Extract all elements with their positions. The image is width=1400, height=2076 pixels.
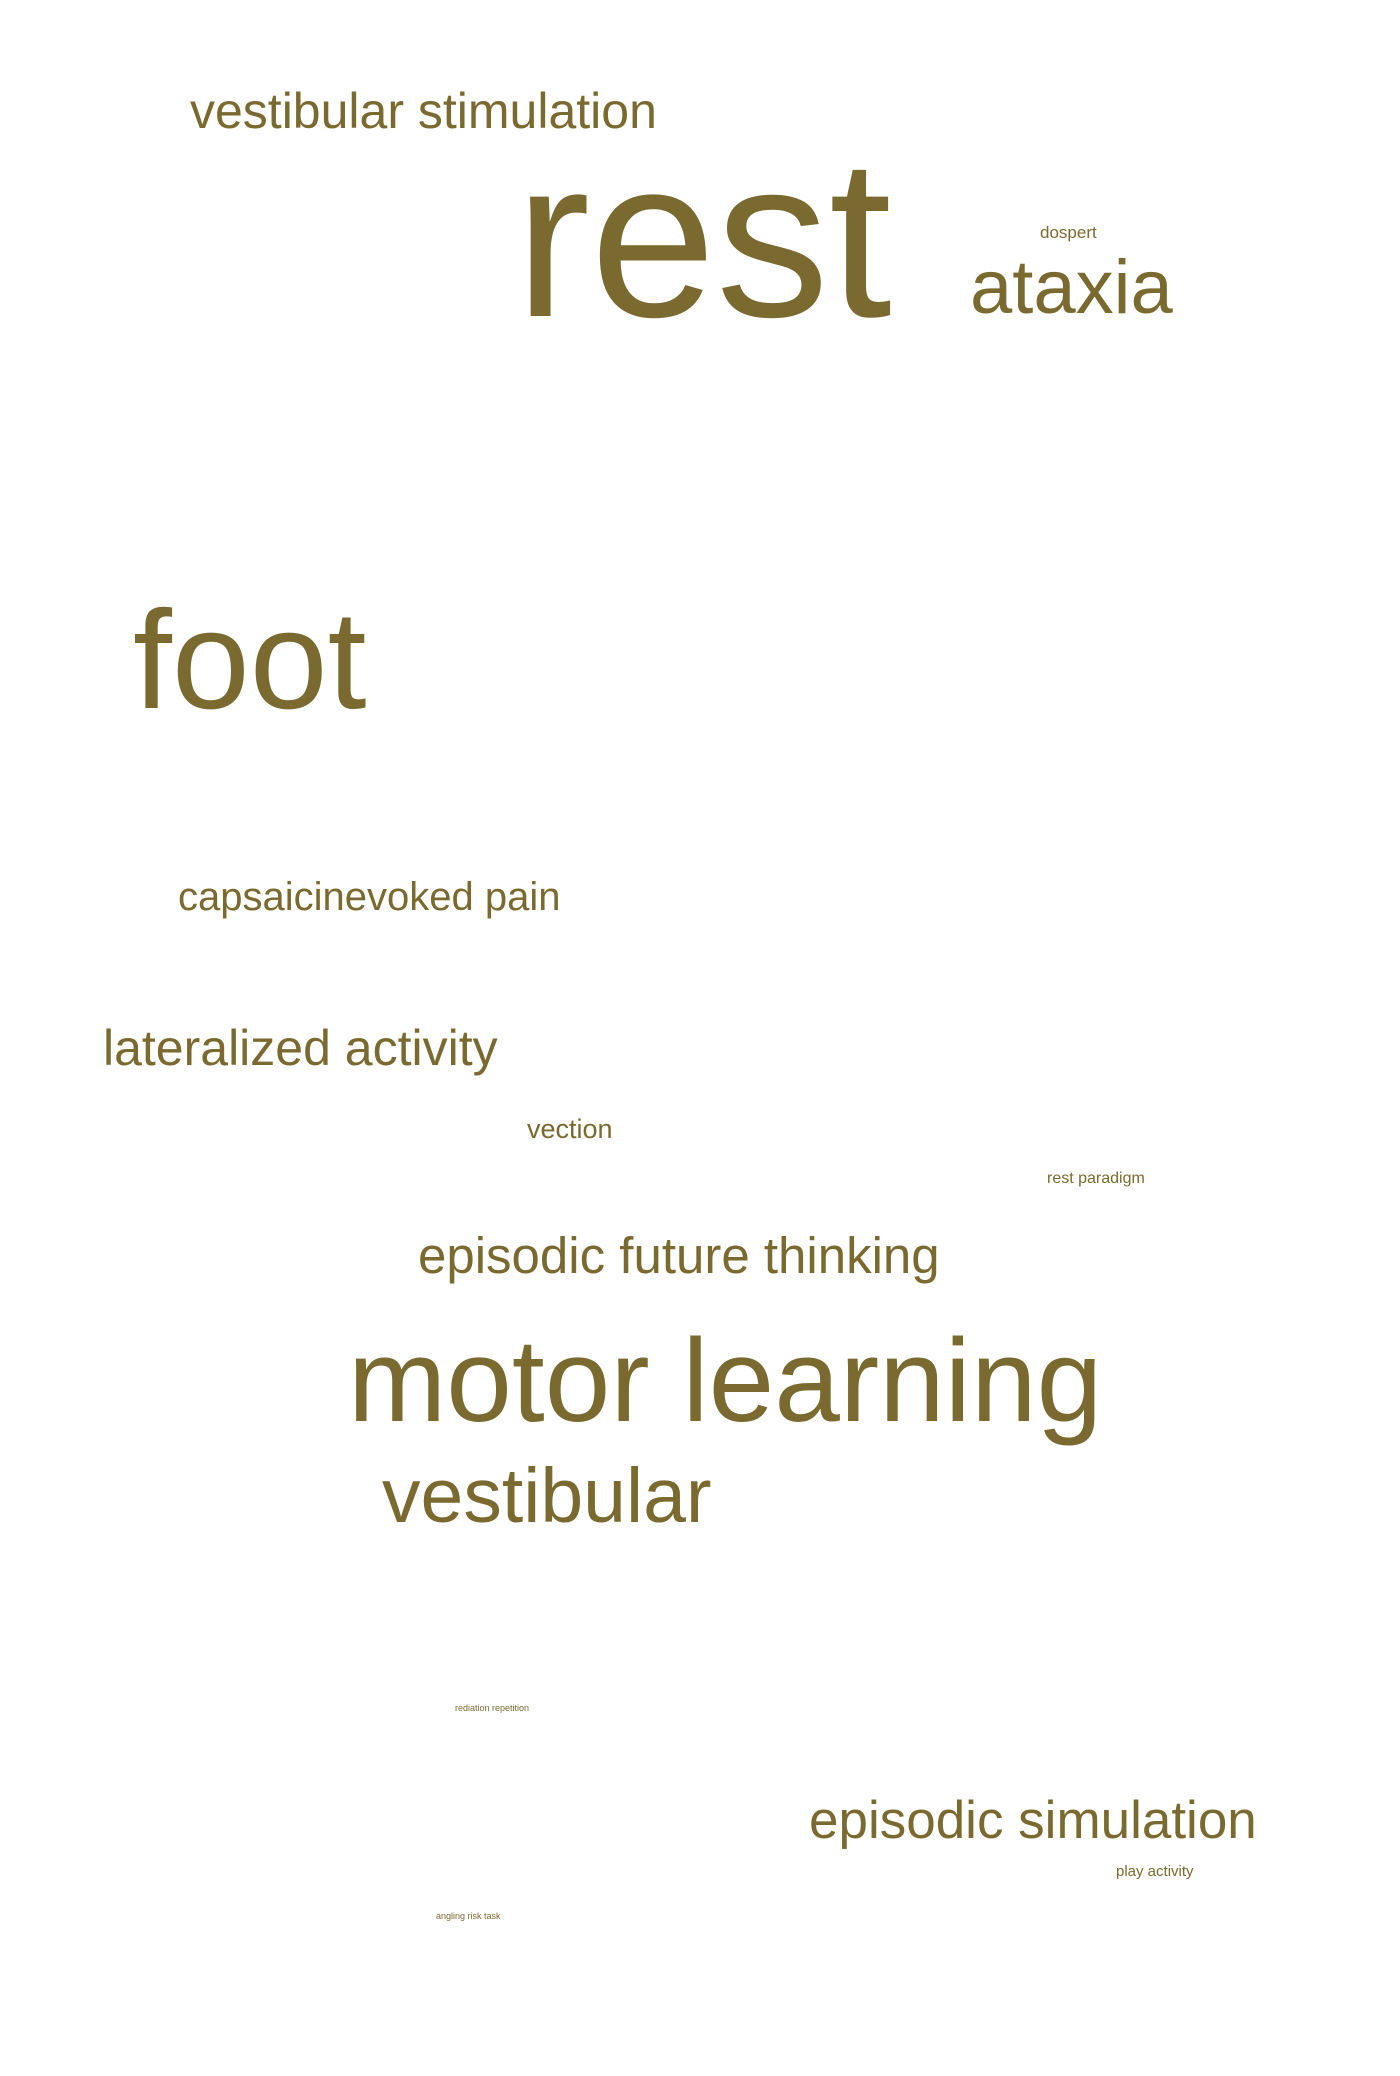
word-dospert: dospert xyxy=(1040,223,1097,242)
word-angling-risk-task: angling risk task xyxy=(436,1911,501,1921)
word-rest-paradigm: rest paradigm xyxy=(1047,1170,1145,1187)
word-episodic-simulation: episodic simulation xyxy=(809,1791,1257,1850)
word-capsaicinevoked-pain: capsaicinevoked pain xyxy=(178,875,561,919)
word-ataxia: ataxia xyxy=(970,245,1173,330)
word-vection: vection xyxy=(527,1114,613,1144)
word-episodic-future-thinking: episodic future thinking xyxy=(418,1227,940,1284)
word-foot: foot xyxy=(133,581,367,738)
word-vestibular: vestibular xyxy=(382,1453,712,1539)
word-rediation-repetition: rediation repetition xyxy=(455,1703,530,1713)
word-lateralized-activity: lateralized activity xyxy=(103,1020,498,1076)
word-motor-learning: motor learning xyxy=(348,1315,1103,1447)
word-play-activity: play activity xyxy=(1116,1863,1194,1880)
word-rest: rest xyxy=(515,111,892,364)
word-vestibular-stimulation: vestibular stimulation xyxy=(190,83,657,139)
